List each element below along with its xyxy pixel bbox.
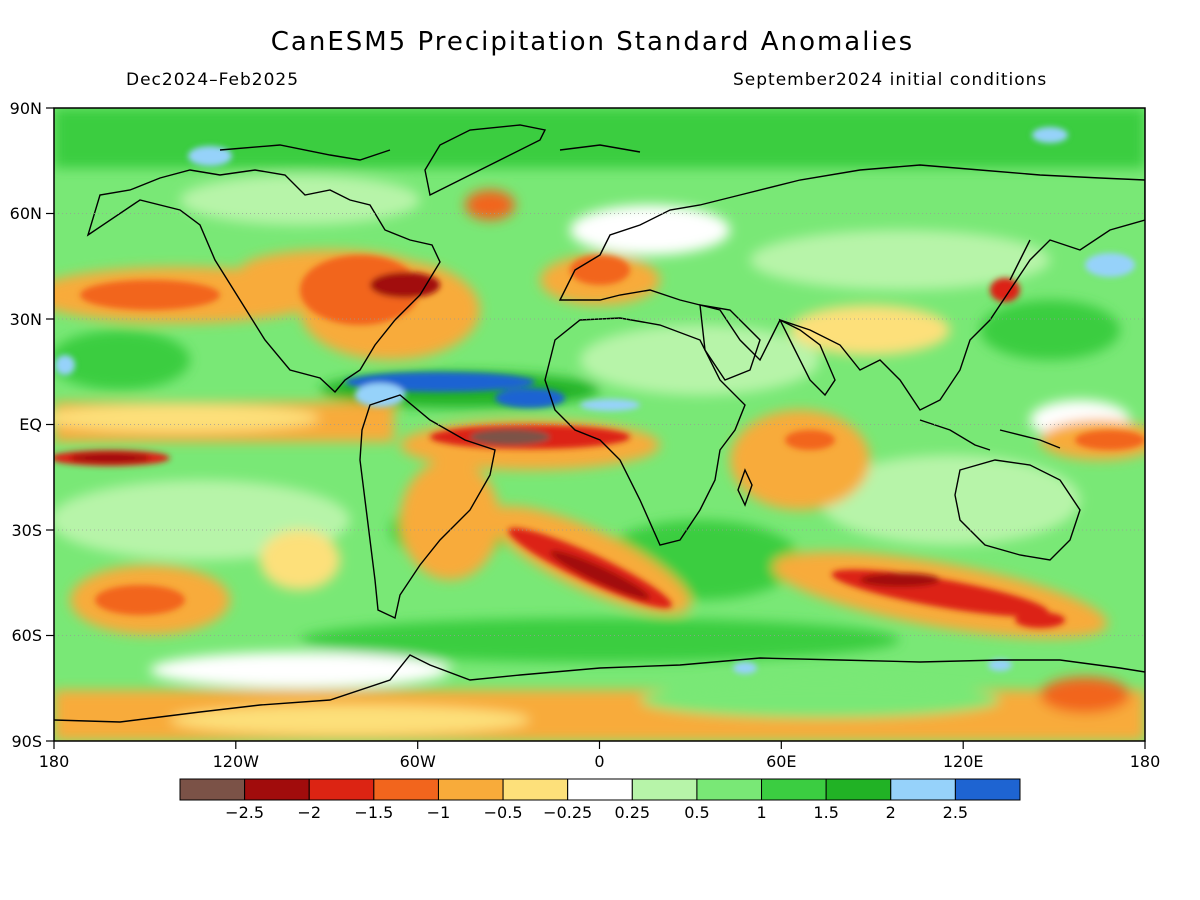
anomaly-field	[54, 108, 1145, 741]
colorbar-swatch	[890, 778, 956, 801]
lon-label-60e: 60E	[766, 752, 796, 771]
lon-label-180e: 180	[1130, 752, 1161, 771]
lon-label-60w: 60W	[400, 752, 436, 771]
lat-axis: 90N 60N 30N EQ 30S 60S 90S	[10, 99, 54, 751]
colorbar-label: 2.5	[943, 803, 968, 822]
colorbar-swatch	[308, 778, 375, 801]
colorbar-label: −1	[427, 803, 451, 822]
colorbar-swatch	[502, 778, 569, 801]
coastlines	[54, 124, 1145, 723]
lat-label-30s: 30S	[11, 521, 42, 540]
colorbar: −2.5 −2 −1.5 −1 −0.5 −0.25 0.25 0.5 1 1.5 2 2.5	[179, 778, 1021, 822]
colorbar-swatch	[631, 778, 698, 801]
lat-label-60n: 60N	[10, 204, 42, 223]
lat-label-eq: EQ	[19, 415, 42, 434]
lat-label-90s: 90S	[11, 732, 42, 751]
colorbar-swatch	[373, 778, 439, 801]
colorbar-swatch	[244, 778, 310, 801]
forecast-period: Dec2024–Feb2025	[126, 70, 300, 90]
colorbar-label: 0.5	[684, 803, 709, 822]
colorbar-label: 2	[886, 803, 896, 822]
colorbar-label: 1.5	[813, 803, 838, 822]
colorbar-label: −2.5	[225, 803, 264, 822]
lon-label-180w: 180	[39, 752, 70, 771]
colorbar-swatch	[567, 778, 633, 801]
colorbar-label: 1	[756, 803, 766, 822]
colorbar-label: −2	[297, 803, 321, 822]
colorbar-swatch	[696, 778, 763, 801]
colorbar-swatch	[437, 778, 504, 801]
colorbar-label: 0.25	[614, 803, 650, 822]
lat-label-90n: 90N	[10, 99, 42, 118]
chart-title: CanESM5 Precipitation Standard Anomalies	[270, 27, 915, 57]
lon-label-120e: 120E	[943, 752, 984, 771]
lon-label-120w: 120W	[213, 752, 260, 771]
colorbar-swatch	[825, 778, 892, 801]
initial-conditions: September2024 initial conditions	[733, 70, 1048, 90]
colorbar-swatch	[179, 778, 246, 801]
lat-label-30n: 30N	[10, 310, 42, 329]
colorbar-swatch	[761, 778, 827, 801]
colorbar-label: −0.5	[484, 803, 523, 822]
lon-label-0: 0	[594, 752, 604, 771]
colorbar-label: −1.5	[354, 803, 393, 822]
lat-label-60s: 60S	[11, 626, 42, 645]
colorbar-swatch	[954, 778, 1021, 801]
colorbar-label: −0.25	[543, 803, 592, 822]
lon-axis: 180 120W 60W 0 60E 120E 180	[39, 741, 1161, 771]
